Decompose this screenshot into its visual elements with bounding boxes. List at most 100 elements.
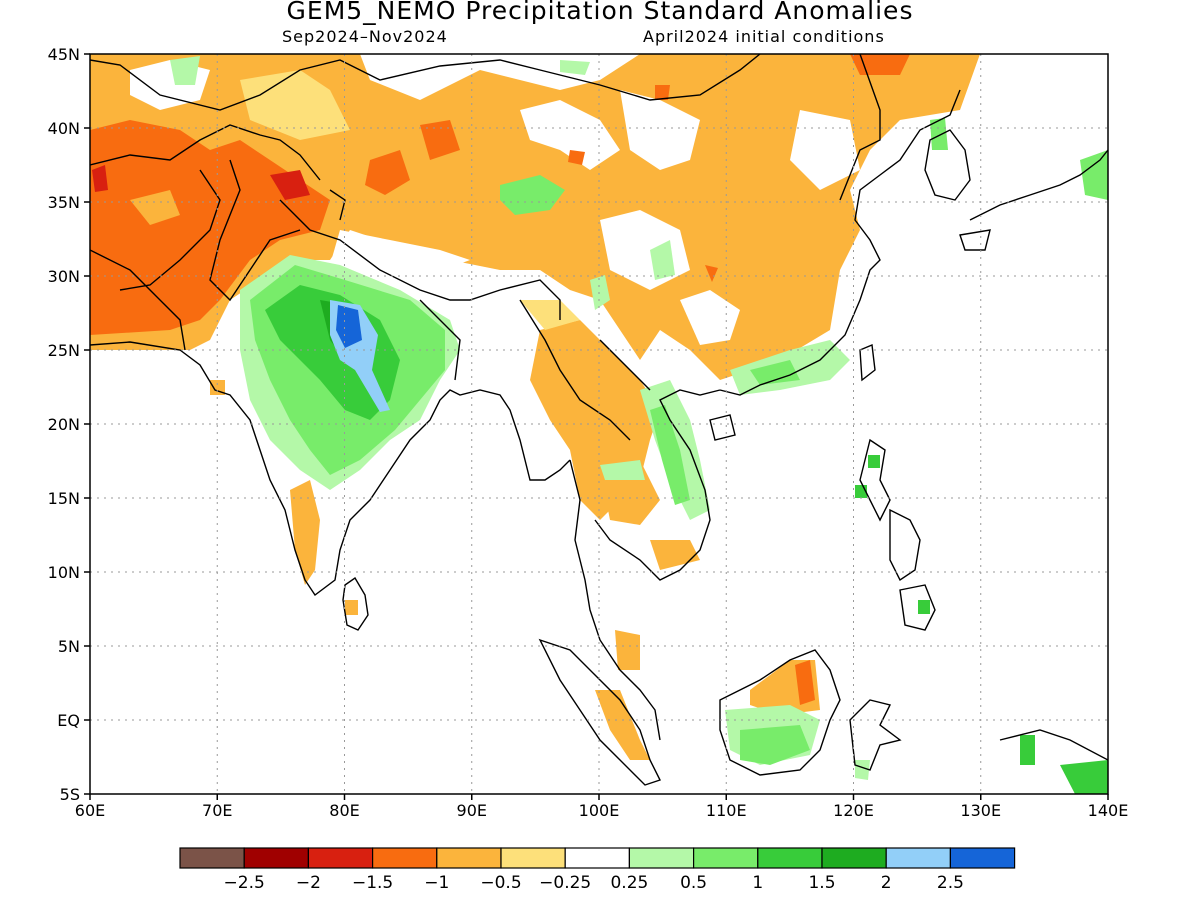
colorbar-label: −0.25	[539, 873, 591, 893]
colorbar-label: 0.5	[680, 873, 707, 893]
anomaly-region	[650, 240, 675, 280]
lat-tick-label: 35N	[48, 193, 80, 212]
gridlines	[90, 54, 1108, 794]
border-line	[279, 199, 561, 320]
anomaly-region	[520, 300, 580, 330]
anomaly-region	[240, 70, 350, 140]
anomaly-region	[170, 56, 200, 85]
colorbar-swatch	[628, 847, 695, 869]
anomaly-region	[930, 118, 948, 150]
anomaly-shading	[90, 54, 1108, 794]
border-line	[90, 54, 761, 111]
anomaly-region	[790, 110, 860, 190]
anomaly-region	[1060, 760, 1108, 794]
colorbar-swatch	[436, 847, 502, 869]
lat-tick-label: 20N	[48, 415, 80, 434]
lat-tick-label: 10N	[48, 563, 80, 582]
coastline	[859, 438, 891, 522]
anomaly-region	[680, 290, 740, 345]
colorbar-label: 1	[752, 873, 763, 893]
anomaly-region	[130, 190, 180, 225]
anomaly-region	[740, 725, 810, 765]
lat-tick-label: 45N	[48, 45, 80, 64]
lat-tick-label: 40N	[48, 119, 80, 138]
anomaly-region	[595, 690, 650, 760]
anomaly-region	[705, 265, 718, 282]
map-title: GEM5_NEMO Precipitation Standard Anomali…	[286, 0, 914, 25]
anomaly-region	[560, 60, 590, 75]
coastline	[999, 729, 1108, 761]
border-line	[90, 124, 321, 181]
coastline	[924, 129, 971, 201]
colorbar-swatch	[243, 847, 309, 869]
border-line	[90, 249, 186, 351]
coastline	[538, 638, 661, 786]
anomaly-region	[290, 480, 320, 585]
colorbar-label: −1.5	[352, 873, 393, 893]
border-line	[119, 169, 221, 291]
anomaly-region	[868, 455, 880, 468]
coastline	[849, 699, 902, 771]
anomaly-region	[620, 90, 700, 170]
anomaly-region	[420, 120, 460, 160]
anomaly-region	[568, 150, 585, 165]
lon-tick-label: 110E	[706, 801, 747, 820]
colorbar-label: 2.5	[937, 873, 964, 893]
anomaly-region	[92, 165, 108, 192]
coastline	[719, 649, 841, 776]
forecast-period: Sep2024–Nov2024	[282, 27, 448, 46]
colorbar-label: −2	[296, 873, 321, 893]
coastline	[899, 584, 936, 631]
border-line	[209, 159, 301, 302]
coastline	[889, 508, 921, 582]
lat-tick-label: 5N	[58, 637, 80, 656]
anomaly-region	[850, 54, 910, 75]
lon-tick-label: 130E	[960, 801, 1001, 820]
coastline	[569, 459, 661, 741]
colorbar-swatch	[821, 847, 887, 869]
anomaly-region	[750, 360, 800, 385]
colorbar-swatch	[692, 847, 759, 869]
coastline	[342, 576, 369, 631]
lon-tick-label: 60E	[75, 801, 105, 820]
anomaly-region	[336, 305, 362, 348]
coastline	[90, 341, 571, 597]
colorbar-swatch	[949, 847, 1016, 869]
colorbar-swatch	[179, 847, 245, 869]
coastline	[959, 229, 991, 251]
lat-tick-label: 25N	[48, 341, 80, 360]
colorbar-swatch	[307, 847, 374, 869]
lat-tick-label: 15N	[48, 489, 80, 508]
border-line	[419, 299, 461, 381]
anomaly-region	[500, 175, 565, 215]
colorbar-swatch	[564, 847, 631, 869]
axis-ticks: 60E 70E 80E 90E 100E 110E 120E 130E 140E 45N 40N 35…	[48, 45, 1129, 820]
anomaly-region	[330, 230, 470, 275]
anomaly-region	[600, 460, 645, 480]
anomaly-region	[210, 380, 225, 395]
colorbar: −2.5 −2 −1.5 −1 −0.5 −0.25 0.25 0.5 1 1.5 2 2.5	[179, 847, 1016, 893]
anomaly-region	[365, 150, 410, 195]
anomaly-region	[655, 85, 670, 100]
coastline	[719, 89, 961, 396]
anomaly-region	[590, 275, 610, 310]
colorbar-swatch	[757, 847, 823, 869]
colorbar-label: 1.5	[808, 873, 835, 893]
lat-tick-label: 30N	[48, 267, 80, 286]
anomaly-region	[270, 170, 310, 200]
lat-tick-label: EQ	[57, 711, 80, 730]
initial-conditions: April2024 initial conditions	[643, 27, 885, 46]
colorbar-swatch	[372, 847, 438, 869]
coastlines	[90, 54, 1108, 786]
border-line	[519, 299, 631, 441]
anomaly-region	[90, 120, 330, 335]
lat-tick-label: 5S	[60, 785, 80, 804]
anomaly-region	[1020, 735, 1035, 765]
anomaly-region	[795, 660, 815, 705]
border-line	[329, 189, 346, 221]
colorbar-label: 2	[881, 873, 892, 893]
lon-tick-label: 90E	[457, 801, 487, 820]
anomaly-region	[650, 405, 690, 505]
coastline	[859, 343, 876, 382]
